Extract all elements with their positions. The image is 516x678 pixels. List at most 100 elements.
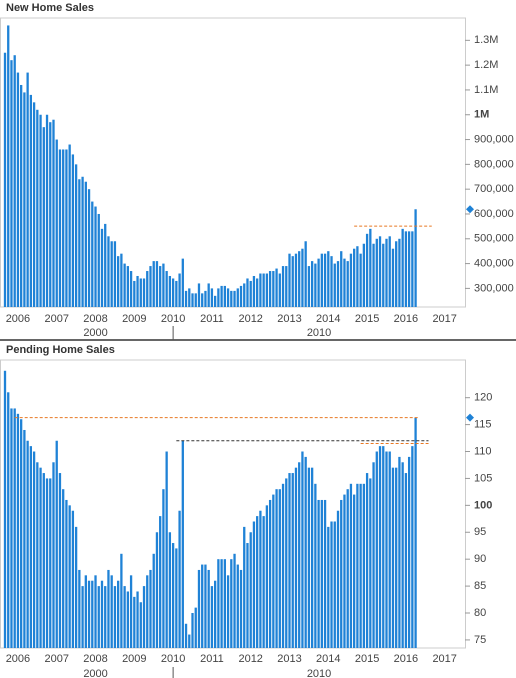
bar xyxy=(133,280,136,307)
bar xyxy=(139,278,142,307)
bar xyxy=(175,548,178,648)
bar xyxy=(149,266,152,307)
bar xyxy=(87,580,91,648)
bar xyxy=(388,236,391,307)
bar xyxy=(327,526,330,648)
bar xyxy=(171,278,175,307)
bar xyxy=(94,575,97,648)
bar xyxy=(49,122,52,307)
bar xyxy=(42,473,45,648)
bar xyxy=(155,532,159,648)
bar xyxy=(414,417,417,648)
bar xyxy=(181,440,184,648)
x-group-label: 2000 xyxy=(83,327,107,339)
bar xyxy=(191,293,194,307)
bar xyxy=(184,623,188,648)
y-tick-label: 800,000 xyxy=(474,158,514,170)
bar xyxy=(62,489,65,648)
y-tick-label: 700,000 xyxy=(474,183,514,195)
bar xyxy=(378,446,382,648)
bar xyxy=(52,462,55,648)
bar xyxy=(268,271,272,307)
x-tick-label: 2011 xyxy=(200,313,224,325)
bar xyxy=(87,189,91,307)
bar xyxy=(272,494,275,648)
x-tick-label: 2016 xyxy=(394,313,418,325)
x-tick-label: 2014 xyxy=(316,653,340,665)
bar xyxy=(398,456,401,648)
bar xyxy=(320,253,323,307)
bar xyxy=(353,494,356,648)
bar xyxy=(29,446,33,648)
bar xyxy=(281,266,285,307)
bar xyxy=(39,467,42,648)
bar xyxy=(391,248,395,307)
bar xyxy=(395,241,398,307)
bar xyxy=(36,109,39,308)
bar xyxy=(278,489,281,648)
bar xyxy=(291,256,294,307)
y-tick-label: 95 xyxy=(474,526,486,538)
y-tick-label: 115 xyxy=(474,419,492,431)
bar xyxy=(207,569,210,648)
x-group-label: 2000 xyxy=(83,668,107,678)
bar xyxy=(346,261,349,307)
bar xyxy=(23,92,26,308)
bar xyxy=(213,295,217,307)
bar xyxy=(184,290,188,307)
bar xyxy=(226,575,230,648)
bar xyxy=(236,288,239,307)
bar xyxy=(317,258,320,307)
bar xyxy=(288,253,291,307)
bar xyxy=(239,569,243,648)
bar xyxy=(78,179,81,307)
bar xyxy=(391,467,395,648)
bar xyxy=(45,478,49,648)
bar xyxy=(136,275,139,307)
bar xyxy=(55,139,58,307)
bar xyxy=(194,293,197,307)
bar xyxy=(207,283,210,307)
y-tick-label: 300,000 xyxy=(474,282,514,294)
last-value-marker xyxy=(466,413,474,422)
bar xyxy=(236,564,239,648)
x-tick-label: 2008 xyxy=(83,653,107,665)
bar xyxy=(359,483,362,648)
bar xyxy=(382,243,385,307)
bar xyxy=(385,451,388,648)
bar xyxy=(162,263,165,307)
y-tick-label: 120 xyxy=(474,392,492,404)
bar xyxy=(353,248,356,307)
bar xyxy=(45,114,49,307)
bar xyxy=(142,278,146,307)
bar xyxy=(239,285,243,307)
bar xyxy=(65,149,68,307)
bar xyxy=(171,543,175,648)
bar xyxy=(398,238,401,307)
y-tick-label: 400,000 xyxy=(474,257,514,269)
bar xyxy=(91,201,94,307)
bar xyxy=(275,489,278,648)
chart-title: Pending Home Sales xyxy=(6,344,115,356)
bar xyxy=(388,451,391,648)
bar xyxy=(146,575,149,648)
bar xyxy=(39,114,42,307)
y-tick-label: 105 xyxy=(474,472,492,484)
bar xyxy=(294,253,298,307)
bar xyxy=(29,94,33,307)
y-tick-label: 110 xyxy=(474,445,492,457)
bar xyxy=(372,462,375,648)
bar xyxy=(404,231,408,307)
bar xyxy=(104,223,107,307)
bar xyxy=(168,532,172,648)
bar xyxy=(3,52,7,307)
x-tick-label: 2013 xyxy=(277,653,301,665)
bar xyxy=(126,266,130,307)
bar xyxy=(365,233,369,307)
bar xyxy=(100,228,104,307)
bar xyxy=(49,478,52,648)
x-tick-label: 2010 xyxy=(161,313,185,325)
bar xyxy=(223,559,226,648)
bar xyxy=(281,483,285,648)
bar xyxy=(168,275,172,307)
